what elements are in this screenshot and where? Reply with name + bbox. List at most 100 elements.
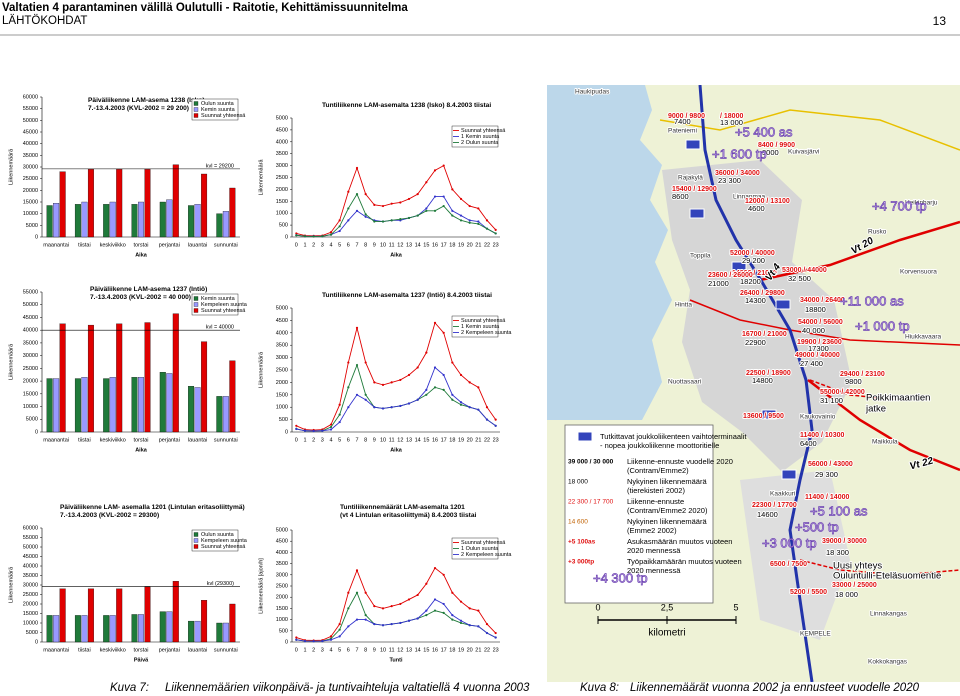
line-marker: [433, 609, 437, 612]
y-tick-label: 1500: [276, 392, 288, 398]
x-tick-label: 8: [364, 437, 367, 443]
line-marker: [459, 197, 463, 201]
line-marker: [373, 622, 376, 626]
legend-text: Tutkittavat joukkoliikenteen vaihtotermi…: [600, 432, 747, 441]
change-label: +1 000 tp: [855, 318, 910, 333]
y-tick-label: 500: [279, 628, 288, 634]
legend-text: (tierekisteri 2002): [627, 486, 685, 495]
x-tick-label: 19: [458, 437, 464, 443]
line-marker: [347, 625, 350, 628]
x-tick-label: 7: [355, 647, 358, 653]
line-marker: [451, 591, 454, 594]
line-marker: [425, 351, 428, 354]
bar: [166, 373, 173, 433]
legend-box: [191, 293, 239, 316]
bar: [159, 372, 166, 433]
x-tick-label: 4: [329, 437, 332, 443]
y-tick-label: 0: [285, 234, 288, 240]
x-tick-label: perjantai: [159, 437, 180, 443]
bar: [194, 620, 201, 643]
line-marker: [494, 636, 497, 639]
change-label: +5 100 as: [810, 503, 868, 518]
forecast-label: 15400 / 12900: [672, 186, 717, 193]
y-tick-label: 4500: [276, 539, 288, 545]
y-axis-title: Liikennemäärä: [8, 148, 14, 185]
line-marker: [338, 229, 341, 233]
doc-section: LÄHTÖKOHDAT: [2, 15, 87, 27]
line-marker: [347, 207, 350, 210]
bar: [59, 588, 66, 643]
line-marker: [485, 227, 489, 230]
legend-label: Kemin suunta: [201, 296, 236, 302]
line-marker: [451, 214, 454, 217]
chart-subtitle: (vt 4 Lintulan eritasoliittymä) 8.4.2003…: [340, 512, 476, 519]
place-label: Hintta: [675, 302, 692, 309]
chart-subtitle: 7.-13.4.2003 (KVL-2002 = 29300): [60, 512, 159, 519]
bar: [109, 615, 116, 643]
x-axis-title: Tunti: [389, 657, 403, 663]
y-tick-label: 25000: [23, 592, 38, 598]
place-label: Maikkula: [872, 439, 898, 446]
forecast-label: 49000 / 40000: [795, 352, 840, 359]
x-tick-label: 17: [441, 437, 447, 443]
line-marker: [442, 331, 445, 334]
line-marker: [347, 361, 350, 364]
y-tick-label: 0: [35, 429, 38, 435]
legend-box: [451, 537, 499, 560]
count-label: 14600: [757, 510, 778, 519]
bar: [116, 588, 123, 643]
line-marker: [433, 386, 437, 389]
x-tick-label: lauantai: [188, 647, 207, 653]
line-marker: [364, 393, 367, 396]
y-tick-label: 50000: [23, 302, 38, 308]
x-tick-label: 11: [389, 437, 395, 443]
y-tick-label: 20000: [23, 379, 38, 385]
line-marker: [381, 607, 385, 610]
x-tick-label: 22: [484, 242, 490, 248]
bar: [194, 387, 201, 433]
line-marker: [407, 598, 411, 601]
legend-label: Oulun suunta: [201, 532, 235, 538]
line-marker: [407, 619, 411, 622]
terminal-icon: [761, 409, 777, 420]
legend-label: Suunnat yhteensä: [461, 318, 506, 324]
y-tick-label: 15000: [23, 391, 38, 397]
chart-title: Tuntiliikenne LAM-asemalta 1238 (Isko) 8…: [322, 102, 491, 109]
terminal-icon: [689, 208, 705, 219]
reference-label: kvl (29300): [207, 581, 234, 587]
line-series: [296, 321, 497, 431]
bar: [74, 615, 81, 643]
legend-swatch: [193, 107, 199, 112]
line-marker: [355, 363, 359, 367]
x-tick-label: 20: [467, 437, 473, 443]
line-marker: [390, 381, 393, 384]
line-marker: [477, 386, 480, 389]
line-marker: [425, 388, 428, 391]
terminal-icon: [685, 139, 701, 150]
line-marker: [407, 197, 411, 201]
line-marker: [477, 408, 480, 411]
bar: [229, 187, 236, 238]
line-marker: [416, 366, 419, 369]
legend-label: 2 Kempeleen suunta: [461, 552, 512, 558]
line-series: [296, 598, 496, 642]
y-tick-label: 35000: [23, 340, 38, 346]
line-marker: [416, 398, 419, 401]
bar: [109, 201, 116, 238]
line-marker: [399, 218, 402, 221]
x-tick-label: 5: [338, 647, 341, 653]
legend-text: Nykyinen liikennemäärä: [627, 517, 707, 526]
x-tick-label: 18: [449, 242, 455, 248]
bar: [201, 600, 208, 643]
x-tick-label: 13: [406, 242, 412, 248]
line-marker: [390, 605, 393, 608]
x-tick-label: 9: [373, 647, 376, 653]
legend-swatch: [193, 296, 199, 301]
line-marker: [338, 219, 341, 222]
line-marker: [355, 326, 359, 329]
y-tick-label: 15000: [23, 611, 38, 617]
terminal-icon: [781, 469, 797, 480]
line-marker: [329, 425, 333, 429]
forecast-label: 11400 / 10300: [800, 432, 844, 439]
x-tick-label: 14: [415, 242, 421, 248]
